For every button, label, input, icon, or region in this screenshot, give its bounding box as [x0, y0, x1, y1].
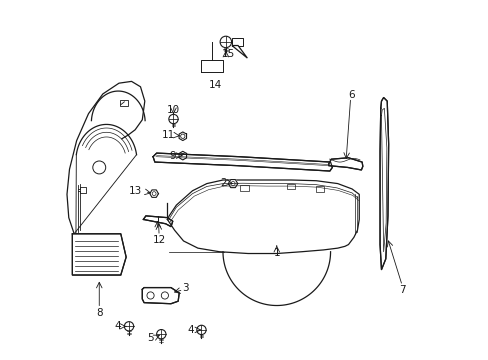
Text: 14: 14	[209, 80, 222, 90]
Polygon shape	[143, 216, 172, 226]
Text: 8: 8	[96, 309, 102, 318]
Polygon shape	[149, 190, 158, 197]
Text: 4: 4	[114, 321, 121, 331]
Polygon shape	[231, 45, 247, 58]
Text: 12: 12	[152, 235, 165, 245]
Polygon shape	[328, 158, 362, 170]
Polygon shape	[167, 180, 359, 253]
Text: 3: 3	[182, 283, 188, 293]
Text: 9: 9	[169, 150, 176, 161]
Polygon shape	[228, 180, 237, 188]
Text: 11: 11	[161, 130, 174, 140]
Polygon shape	[379, 98, 388, 270]
Polygon shape	[72, 234, 126, 275]
Text: 6: 6	[347, 90, 354, 100]
Text: 7: 7	[398, 285, 405, 296]
Text: 5: 5	[147, 333, 154, 343]
Polygon shape	[142, 288, 179, 304]
Text: 13: 13	[129, 186, 142, 197]
Text: 15: 15	[221, 49, 235, 59]
Text: 4: 4	[186, 325, 193, 335]
Text: 10: 10	[166, 105, 180, 115]
Text: 1: 1	[273, 248, 280, 258]
Text: 2: 2	[220, 178, 227, 188]
Polygon shape	[153, 153, 332, 171]
